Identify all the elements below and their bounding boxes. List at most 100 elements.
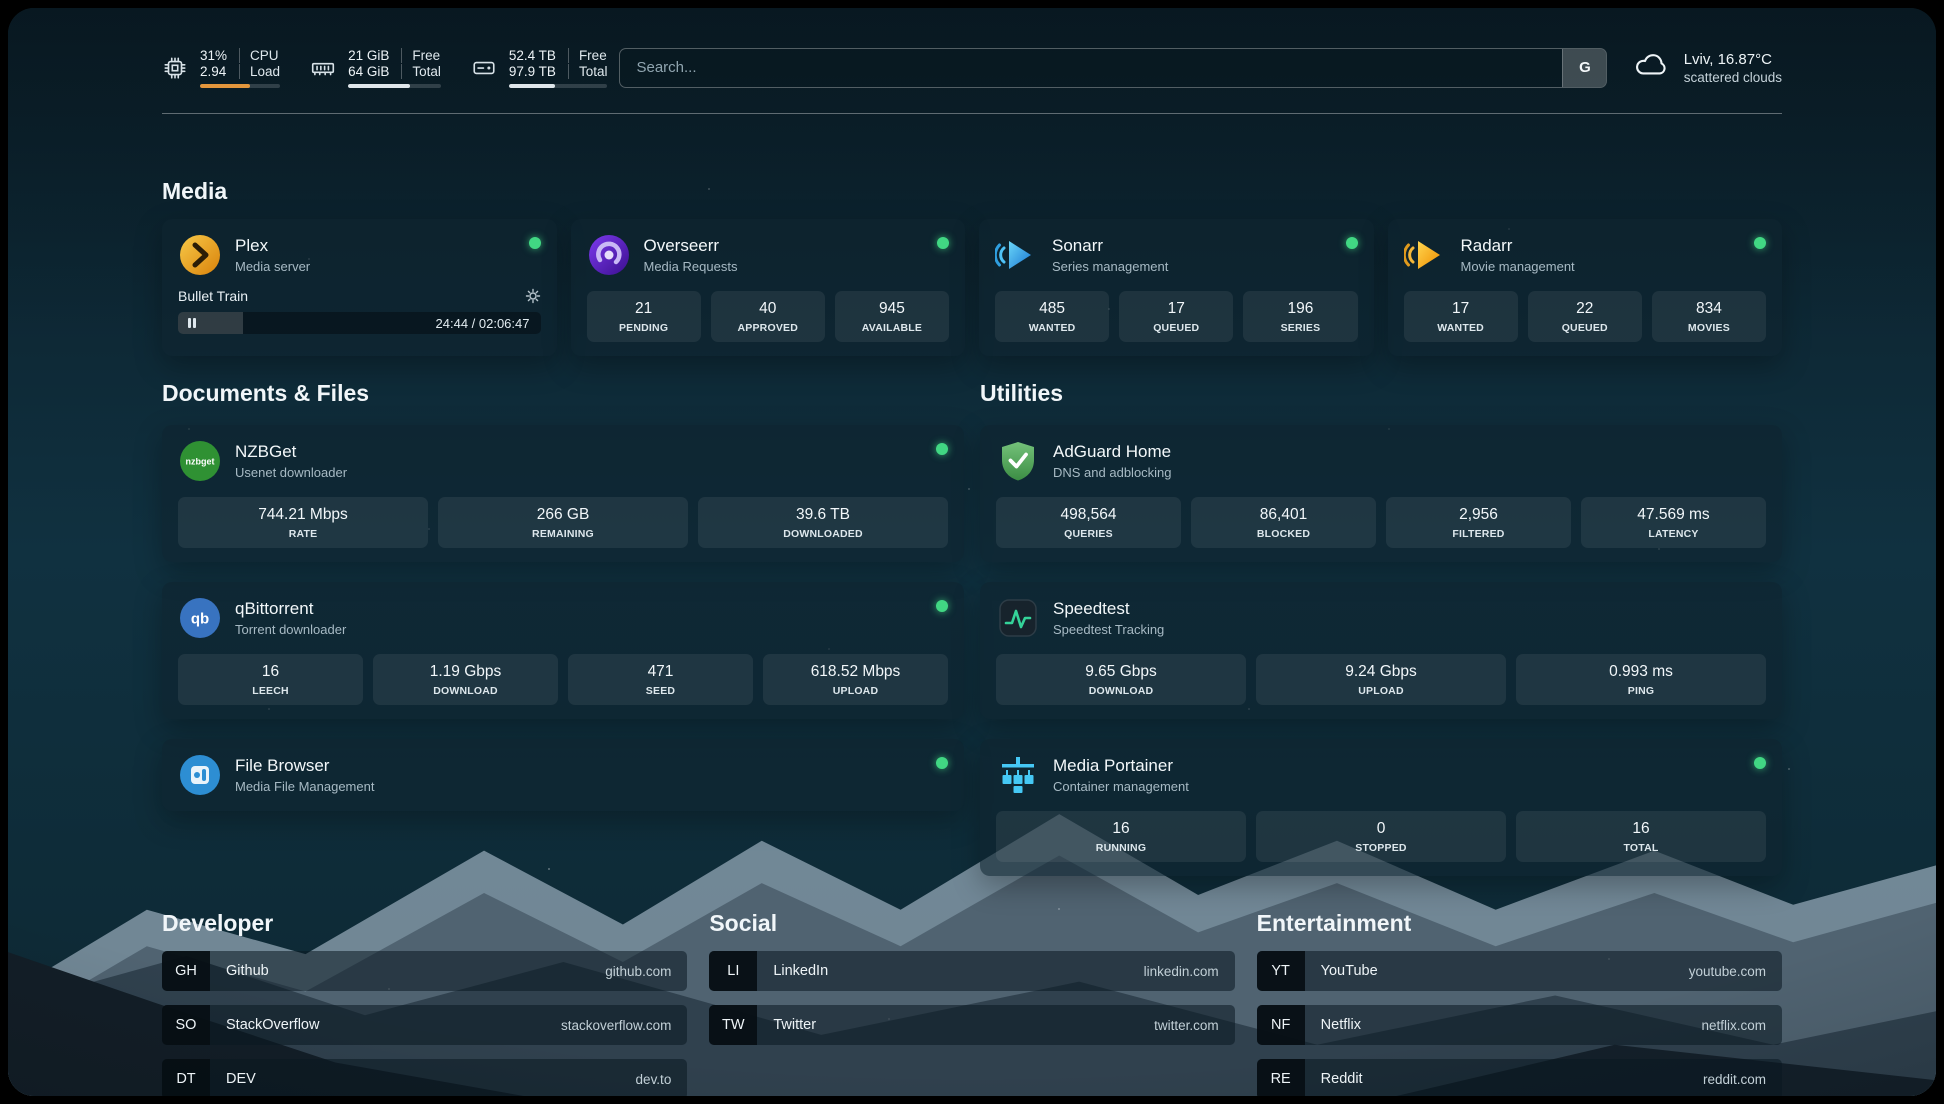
cpu-usage-label: CPU — [239, 47, 280, 63]
disk-total-label: Total — [567, 63, 607, 79]
service-name: qBittorrent — [235, 599, 314, 618]
bookmark-name: YouTube — [1320, 963, 1378, 979]
cpu-icon — [162, 55, 188, 81]
service-card-adguard[interactable]: AdGuard Home DNS and adblocking 498,564 Q… — [980, 425, 1782, 562]
stat-upload: 9.24 Gbps UPLOAD — [1256, 654, 1506, 705]
svg-text:qb: qb — [191, 611, 209, 628]
bookmark-abbr: DT — [162, 1059, 210, 1096]
bookmark-dev[interactable]: DT DEV dev.to — [162, 1059, 688, 1096]
cpu-load-value: 2.94 — [200, 63, 227, 79]
status-dot — [936, 443, 948, 455]
service-card-plex[interactable]: Plex Media server Bullet Train — [162, 219, 557, 356]
disk-widget: 52.4 TB Free 97.9 TB Total — [471, 47, 608, 88]
service-card-radarr[interactable]: Radarr Movie management 17 WANTED 22 QUEUE… — [1387, 219, 1782, 356]
stat-pending: 21 PENDING — [586, 291, 701, 342]
status-dot — [936, 757, 948, 769]
search-engine-button[interactable]: G — [1562, 48, 1607, 87]
service-name: Speedtest — [1053, 599, 1130, 618]
documents-column: Documents & Files nzbget NZBGet Usenet d — [162, 380, 964, 811]
playback-time: 24:44 / 02:06:47 — [435, 315, 530, 331]
bookmark-abbr: RE — [1256, 1059, 1305, 1096]
section-title-documents: Documents & Files — [162, 380, 370, 406]
bookmark-abbr: GH — [162, 951, 210, 991]
bookmark-github[interactable]: GH Github github.com — [162, 951, 688, 991]
service-card-filebrowser[interactable]: File Browser Media File Management — [162, 739, 964, 811]
service-name: File Browser — [235, 756, 330, 775]
service-name: Radarr — [1460, 236, 1513, 255]
playback-progress-bar[interactable]: 24:44 / 02:06:47 — [178, 312, 541, 334]
stat-download: 9.65 Gbps DOWNLOAD — [996, 654, 1246, 705]
weather-location-temp: Lviv, 16.87°C — [1683, 50, 1772, 68]
now-playing-title: Bullet Train — [178, 288, 249, 304]
bookmark-group-developer: Developer GH Github github.com SO StackO… — [162, 910, 688, 1096]
utilities-column: Utilities AdGuard Home — [980, 380, 1782, 876]
bookmark-name: Reddit — [1320, 1071, 1363, 1087]
adguard-icon — [996, 439, 1040, 483]
disk-usage-bar — [508, 83, 608, 88]
service-subtitle: Container management — [1053, 779, 1189, 794]
search-bar: G — [619, 47, 1608, 88]
service-card-portainer[interactable]: Media Portainer Container management 16 R… — [980, 739, 1782, 876]
memory-total-value: 64 GiB — [348, 63, 390, 79]
svg-text:nzbget: nzbget — [186, 457, 215, 467]
bookmark-stackoverflow[interactable]: SO StackOverflow stackoverflow.com — [162, 1005, 688, 1045]
pause-icon[interactable] — [186, 317, 198, 329]
weather-condition: scattered clouds — [1683, 69, 1782, 85]
service-card-nzbget[interactable]: nzbget NZBGet Usenet downloader 744.21 M… — [162, 425, 964, 562]
cloud-icon — [1633, 46, 1671, 89]
status-dot — [528, 237, 541, 249]
media-card-grid: Plex Media server Bullet Train — [162, 219, 1782, 356]
bookmark-reddit[interactable]: RE Reddit reddit.com — [1256, 1059, 1782, 1096]
service-name: Sonarr — [1052, 236, 1104, 255]
status-dot — [1345, 237, 1358, 249]
stat-approved: 40 APPROVED — [710, 291, 825, 342]
qbittorrent-icon: qb — [178, 596, 222, 640]
service-subtitle: Speedtest Tracking — [1053, 622, 1165, 637]
service-card-qbittorrent[interactable]: qb qBittorrent Torrent downloader 16 LEEC… — [162, 582, 964, 719]
bookmark-abbr: TW — [709, 1005, 758, 1045]
stat-wanted: 485 WANTED — [995, 291, 1110, 342]
bookmark-url: twitter.com — [1154, 1017, 1219, 1033]
speedtest-icon — [996, 596, 1040, 640]
search-input[interactable] — [620, 48, 1563, 87]
bookmark-abbr: NF — [1256, 1005, 1305, 1045]
service-subtitle: Usenet downloader — [235, 465, 348, 480]
top-bar: 31% CPU 2.94 Load — [162, 46, 1782, 89]
cpu-usage-value: 31% — [200, 47, 228, 63]
stat-available: 945 AVAILABLE — [834, 291, 950, 342]
bookmark-youtube[interactable]: YT YouTube youtube.com — [1256, 951, 1782, 991]
stat-ping: 0.993 ms PING — [1516, 654, 1766, 705]
service-subtitle: Media File Management — [235, 779, 375, 794]
gear-icon[interactable] — [525, 288, 541, 304]
memory-free-value: 21 GiB — [348, 47, 390, 63]
nzbget-icon: nzbget — [178, 439, 222, 483]
bookmark-abbr: SO — [162, 1005, 210, 1045]
service-card-speedtest[interactable]: Speedtest Speedtest Tracking 9.65 Gbps DO… — [980, 582, 1782, 719]
bookmark-twitter[interactable]: TW Twitter twitter.com — [709, 1005, 1235, 1045]
bookmark-url: dev.to — [635, 1071, 672, 1087]
stat-queries: 498,564 QUERIES — [996, 497, 1181, 548]
service-name: AdGuard Home — [1053, 442, 1172, 461]
service-card-sonarr[interactable]: Sonarr Series management 485 WANTED 17 QUE… — [979, 219, 1374, 356]
stat-filtered: 2,956 FILTERED — [1386, 497, 1571, 548]
service-subtitle: Media Requests — [643, 259, 738, 274]
disk-free-label: Free — [567, 47, 608, 63]
status-dot — [1754, 237, 1766, 249]
section-title-utilities: Utilities — [980, 380, 1064, 406]
stat-queued: 22 QUEUED — [1527, 291, 1642, 342]
bookmark-netflix[interactable]: NF Netflix netflix.com — [1256, 1005, 1782, 1045]
bookmark-linkedin[interactable]: LI LinkedIn linkedin.com — [709, 951, 1235, 991]
stat-movies: 834 MOVIES — [1651, 291, 1767, 342]
stat-total: 16 TOTAL — [1516, 811, 1766, 862]
stat-downloaded: 39.6 TB DOWNLOADED — [698, 497, 948, 548]
memory-widget: 21 GiB Free 64 GiB Total — [310, 47, 441, 88]
bookmark-group-social: Social LI LinkedIn linkedin.com TW Twitt… — [709, 910, 1235, 1045]
bookmark-url: reddit.com — [1702, 1071, 1766, 1087]
bookmark-group-entertainment: Entertainment YT YouTube youtube.com NF … — [1256, 910, 1782, 1096]
portainer-icon — [996, 753, 1040, 797]
service-card-overseerr[interactable]: Overseerr Media Requests 21 PENDING 40 APP… — [570, 219, 965, 356]
stat-series: 196 SERIES — [1243, 291, 1358, 342]
stat-queued: 17 QUEUED — [1119, 291, 1234, 342]
service-subtitle: Media server — [235, 259, 311, 274]
filebrowser-icon — [178, 753, 222, 797]
